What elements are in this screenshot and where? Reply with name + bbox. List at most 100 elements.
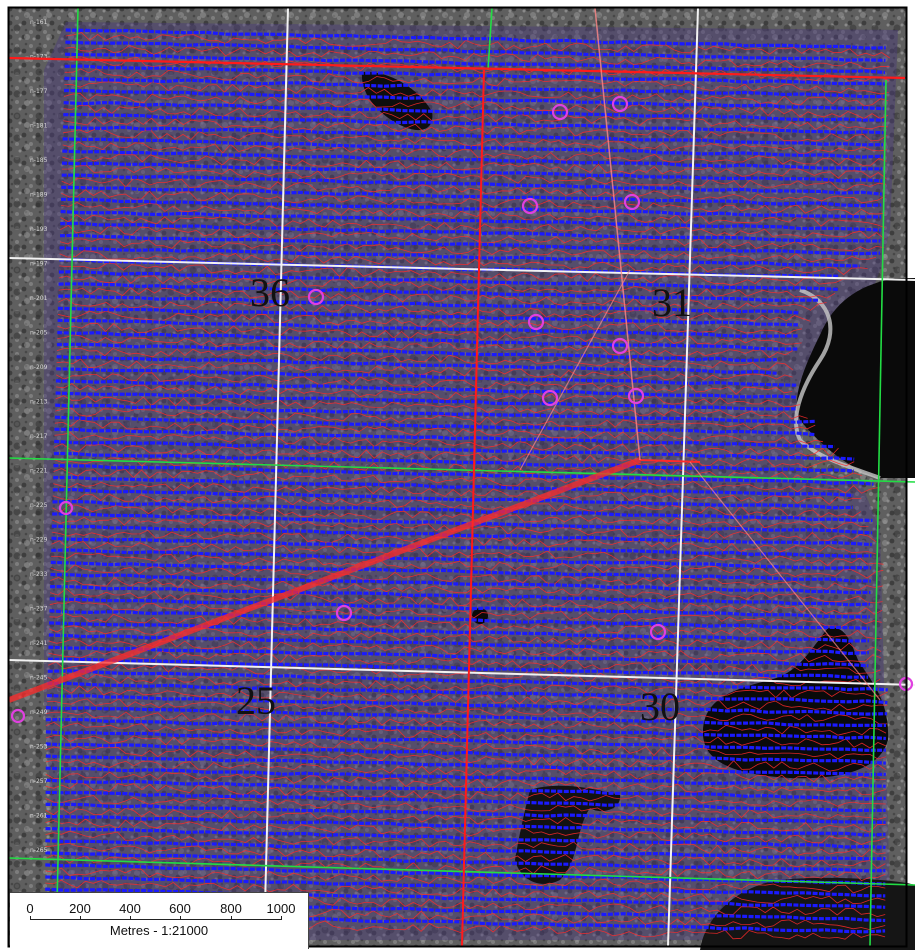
contour-line <box>62 141 887 166</box>
contour-line <box>58 287 827 311</box>
contour-line <box>51 529 876 555</box>
flight-line <box>45 911 886 934</box>
flight-line <box>45 851 886 873</box>
anomaly-marker <box>527 313 545 331</box>
flight-line-label: n-217 <box>30 433 48 440</box>
flight-line-label: n-245 <box>30 675 48 682</box>
flight-line <box>64 52 886 75</box>
anomaly-marker <box>649 623 667 641</box>
flight-line <box>52 512 873 535</box>
anomaly-marker <box>611 95 629 113</box>
flight-line <box>58 294 799 315</box>
contour-line <box>60 224 885 252</box>
contour-line <box>63 104 888 130</box>
flight-line-label: n-161 <box>30 19 48 26</box>
boundary-center <box>461 69 485 947</box>
contour-line <box>47 661 881 687</box>
trail-north <box>594 7 641 461</box>
flight-line <box>60 209 881 232</box>
contour-line <box>57 310 802 336</box>
flight-line <box>64 64 885 86</box>
anomaly-marker <box>611 337 629 355</box>
contour-line <box>45 711 887 736</box>
scale-tick-label: 200 <box>69 901 91 916</box>
contour-line <box>55 395 808 420</box>
contour-line <box>65 45 890 70</box>
flight-line <box>49 609 870 630</box>
contour-line <box>48 650 881 674</box>
flight-line-label: n-261 <box>30 813 48 820</box>
grid-line-white-v1 <box>263 7 289 947</box>
flight-line <box>48 657 869 679</box>
contour-line <box>59 250 868 276</box>
contour-line <box>56 372 793 395</box>
contour-line <box>45 867 886 894</box>
scale-bar-tick <box>130 916 131 920</box>
flight-line-label: n-189 <box>30 192 48 199</box>
flight-line <box>64 76 885 99</box>
grid-line-green-h1 <box>8 457 915 483</box>
flight-line <box>45 730 886 752</box>
grid-line-green-v3 <box>869 79 887 947</box>
contour-line <box>64 81 889 107</box>
flight-line-label: n-237 <box>30 606 48 613</box>
flight-line <box>51 548 872 570</box>
flight-line <box>56 367 797 387</box>
flight-line <box>53 475 854 498</box>
contour-line <box>61 177 886 204</box>
flight-line <box>57 330 798 351</box>
flight-line <box>50 585 871 607</box>
contour-line <box>45 879 886 905</box>
scale-tick-label: 600 <box>169 901 191 916</box>
flight-line <box>48 633 869 656</box>
flight-line <box>50 560 871 583</box>
contour-line <box>58 275 836 299</box>
flight-line <box>45 742 886 765</box>
flight-line <box>63 112 884 135</box>
flight-line-label: n-209 <box>30 364 48 371</box>
contour-line <box>50 564 883 591</box>
section-label-25: 25 <box>236 678 276 723</box>
anomaly-marker <box>10 708 26 724</box>
flight-line-label: n-221 <box>30 468 48 475</box>
flight-line-label: n-197 <box>30 261 48 268</box>
anomaly-marker <box>623 193 641 211</box>
scale-caption: Metres - 1:21000 <box>109 923 209 938</box>
contour-line <box>51 552 884 579</box>
flight-line <box>52 487 853 510</box>
contour-line <box>65 32 890 59</box>
flight-line-label: n-193 <box>30 226 48 233</box>
trail-southeast <box>689 461 881 701</box>
flight-line <box>45 706 887 728</box>
contour-line <box>50 577 883 604</box>
flight-line <box>62 125 884 147</box>
scale-bar-tick <box>231 916 232 920</box>
anomaly-marker <box>58 500 74 516</box>
flight-line <box>51 524 872 547</box>
anomaly-markers[interactable] <box>10 95 914 724</box>
contour-line <box>45 721 887 749</box>
trail-west <box>519 269 631 471</box>
anomaly-marker <box>541 389 559 407</box>
flight-line <box>45 887 886 909</box>
contour-line <box>56 358 793 381</box>
contour-line <box>57 323 802 346</box>
contour-line <box>52 493 862 518</box>
flight-line-label: n-253 <box>30 744 48 751</box>
scale-tick-label: 400 <box>119 901 141 916</box>
flight-line <box>55 403 816 424</box>
grid-line-green-v1 <box>55 7 79 947</box>
contour-line <box>63 92 889 119</box>
flight-line-label: n-205 <box>30 330 48 337</box>
flight-line <box>53 464 874 486</box>
contour-line <box>63 117 888 142</box>
flight-line-label: n-201 <box>30 295 48 302</box>
lake-east <box>796 278 915 478</box>
anomaly-marker <box>307 288 325 306</box>
flight-line <box>50 572 871 595</box>
boundary-north <box>8 56 906 80</box>
flight-line <box>45 875 886 898</box>
flight-line <box>55 391 796 411</box>
